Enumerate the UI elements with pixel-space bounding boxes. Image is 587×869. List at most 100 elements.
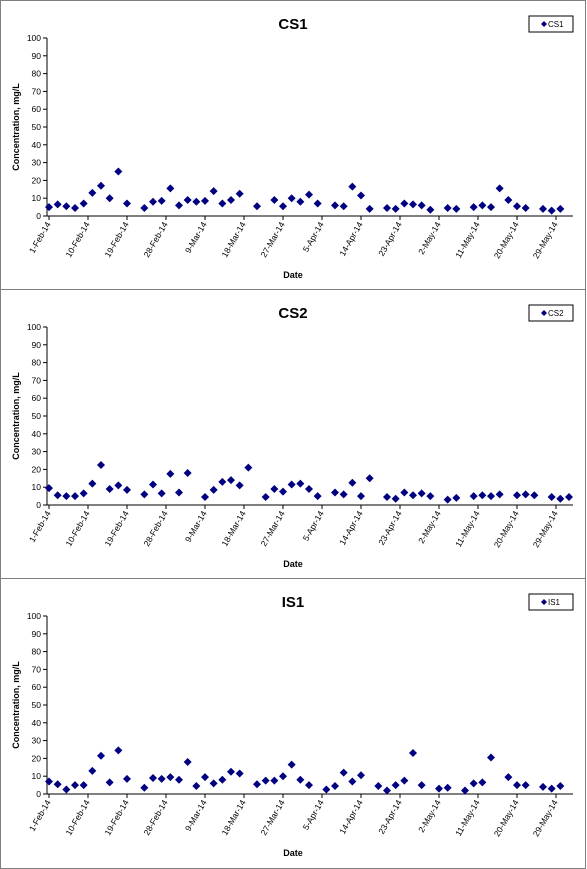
data-point <box>313 492 322 501</box>
y-tick-label: 0 <box>36 789 41 799</box>
y-tick-label: 90 <box>32 629 42 639</box>
legend-box <box>528 15 574 33</box>
y-tick-label: 90 <box>32 51 42 61</box>
chart-is1: IS1 0 10 20 30 40 50 60 70 80 90 100 1-Feb-14 10-Feb-… <box>11 593 574 858</box>
data-point <box>409 200 417 209</box>
y-axis-title: Concentration, mg/L <box>11 83 21 171</box>
data-point <box>513 491 521 500</box>
data-point <box>322 785 331 794</box>
data-point <box>261 776 270 785</box>
data-point <box>296 479 305 488</box>
legend-label: IS1 <box>548 598 561 607</box>
data-point <box>547 784 556 793</box>
x-tick-label: 19-Feb-14 <box>102 220 130 259</box>
data-point <box>357 191 365 200</box>
data-point <box>235 189 244 198</box>
data-point <box>140 490 149 499</box>
x-axis-title: Date <box>283 559 303 569</box>
data-point <box>331 781 339 790</box>
x-tick-label: 9-Mar-14 <box>183 509 209 544</box>
x-tick-label: 19-Feb-14 <box>102 509 130 548</box>
legend-box <box>528 593 574 611</box>
data-point <box>435 784 443 793</box>
y-tick-label: 70 <box>32 86 42 96</box>
y-tick-label: 10 <box>32 193 42 203</box>
data-point <box>556 781 565 790</box>
data-point <box>279 202 287 211</box>
data-point <box>175 488 183 497</box>
y-tick-label: 100 <box>27 322 41 332</box>
data-point <box>114 481 123 490</box>
data-point <box>331 201 339 210</box>
data-point <box>62 202 71 211</box>
x-tick-label: 18-Mar-14 <box>219 798 247 837</box>
data-point <box>365 204 374 213</box>
data-point <box>279 487 287 496</box>
data-point <box>478 778 487 787</box>
data-point <box>157 196 166 205</box>
chart-title: CS1 <box>278 16 307 33</box>
data-point <box>97 751 105 760</box>
x-tick-label: 10-Feb-14 <box>63 798 91 837</box>
x-tick-label: 28-Feb-14 <box>141 220 169 259</box>
data-point <box>565 492 573 501</box>
data-point <box>357 771 365 780</box>
data-point <box>114 167 123 176</box>
data-point <box>348 182 357 191</box>
data-point <box>45 777 53 786</box>
data-point <box>313 199 322 208</box>
legend: CS1 <box>528 15 574 33</box>
y-tick-label: 60 <box>32 393 42 403</box>
data-point <box>539 204 547 213</box>
chart-panel-cs2: CS2 0 10 20 30 40 50 60 70 80 90 100 1-Feb-14 10-Feb-… <box>0 289 586 579</box>
x-tick-label: 5-Apr-14 <box>301 509 326 543</box>
data-point <box>504 195 513 204</box>
data-point <box>45 203 53 212</box>
data-point <box>452 493 461 502</box>
x-tick-label: 23-Apr-14 <box>376 509 404 547</box>
data-point <box>417 781 426 790</box>
data-point <box>227 195 235 204</box>
data-point <box>469 492 478 501</box>
data-point <box>443 495 452 504</box>
data-point <box>383 492 391 501</box>
data-point <box>296 197 305 206</box>
y-tick-label: 20 <box>32 753 42 763</box>
legend: IS1 <box>528 593 574 611</box>
x-tick-label: 23-Apr-14 <box>376 220 404 258</box>
data-point <box>391 781 400 790</box>
data-point <box>88 766 97 775</box>
x-tick-label: 5-Apr-14 <box>301 220 326 254</box>
y-tick-label: 40 <box>32 429 42 439</box>
data-point <box>348 478 357 487</box>
x-tick-label: 2-May-14 <box>416 798 443 834</box>
data-point <box>192 197 201 206</box>
data-point <box>209 485 218 494</box>
data-point <box>495 184 504 193</box>
legend-box <box>528 304 574 322</box>
x-tick-label: 29-May-14 <box>531 220 560 260</box>
data-point <box>556 204 565 213</box>
y-tick-label: 30 <box>32 736 42 746</box>
x-axis-title: Date <box>283 270 303 280</box>
data-point <box>348 777 357 786</box>
x-tick-label: 10-Feb-14 <box>63 509 91 548</box>
data-point <box>149 480 157 489</box>
data-point <box>452 204 461 213</box>
data-point <box>513 202 521 211</box>
data-point <box>539 782 547 791</box>
data-point <box>201 196 209 205</box>
data-point <box>417 489 426 498</box>
x-tick-label: 28-Feb-14 <box>141 509 169 548</box>
chart-cs2: CS2 0 10 20 30 40 50 60 70 80 90 100 1-Feb-14 10-Feb-… <box>11 304 574 569</box>
data-point <box>417 201 426 210</box>
x-tick-label: 1-Feb-14 <box>27 798 53 833</box>
x-tick-label: 14-Apr-14 <box>337 509 365 547</box>
data-point <box>478 491 487 500</box>
data-point <box>97 181 105 190</box>
y-tick-label: 100 <box>27 611 41 621</box>
data-point <box>149 197 157 206</box>
data-point <box>296 775 305 784</box>
legend-label: CS2 <box>548 309 564 318</box>
x-tick-label: 20-May-14 <box>492 220 521 260</box>
